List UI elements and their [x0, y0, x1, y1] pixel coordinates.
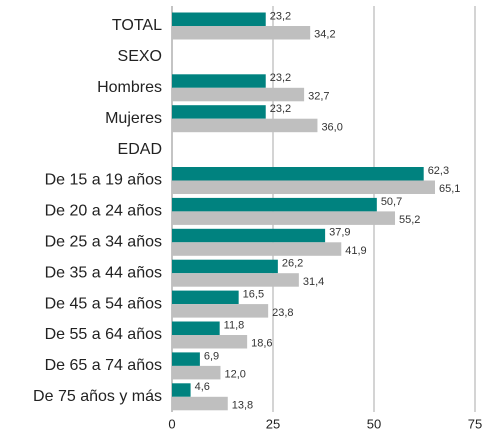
value-label: 32,7 [308, 90, 329, 102]
y-tick-label: TOTAL [112, 17, 162, 34]
y-tick-label: De 35 a 44 años [45, 264, 162, 281]
y-tick-label: De 25 a 34 años [45, 234, 162, 251]
value-label: 62,3 [428, 165, 449, 177]
value-label: 23,2 [270, 10, 291, 22]
bar [172, 242, 342, 256]
x-tick-label: 0 [168, 416, 175, 431]
value-label: 4,6 [195, 381, 210, 393]
bar [172, 304, 269, 318]
y-tick-label: EDAD [118, 141, 162, 158]
bar [172, 26, 311, 40]
bar [172, 180, 436, 194]
y-tick-label: De 55 a 64 años [45, 326, 162, 343]
y-tick-label: De 65 a 74 años [45, 357, 162, 374]
value-label: 50,7 [381, 196, 402, 208]
y-tick-label: De 20 a 24 años [45, 203, 162, 220]
y-tick-label: De 15 a 19 años [45, 172, 162, 189]
value-label: 12,0 [224, 369, 245, 381]
bar [172, 12, 266, 26]
y-tick-label: Mujeres [105, 110, 162, 127]
bar [172, 365, 221, 380]
bar [172, 273, 299, 287]
value-label: 31,4 [303, 276, 324, 288]
value-label: 23,8 [272, 307, 293, 319]
bar [172, 197, 377, 212]
bar [172, 118, 318, 133]
value-label: 6,9 [204, 350, 219, 362]
value-label: 65,1 [439, 183, 460, 195]
bar [172, 87, 305, 102]
y-tick-label: Hombres [97, 79, 162, 96]
x-tick-label: 50 [367, 416, 381, 431]
y-tick-label: De 45 a 54 años [45, 295, 162, 312]
value-label: 26,2 [282, 258, 303, 270]
value-label: 34,2 [314, 29, 335, 41]
y-tick-label: SEXO [118, 48, 162, 65]
bar [172, 211, 396, 225]
bar [172, 321, 220, 335]
bar [172, 352, 200, 366]
value-label: 11,8 [224, 319, 245, 331]
value-label: 13,8 [232, 399, 253, 411]
value-label: 23,2 [270, 72, 291, 84]
value-label: 37,9 [329, 227, 350, 239]
bar [172, 228, 326, 243]
value-label: 23,2 [270, 103, 291, 115]
bar [172, 335, 248, 349]
x-tick-label: 75 [468, 416, 482, 431]
y-tick-label: De 75 años y más [33, 388, 162, 405]
bar [172, 396, 228, 411]
bar [172, 167, 424, 181]
value-label: 55,2 [399, 214, 420, 226]
value-label: 41,9 [345, 245, 366, 257]
bar [172, 383, 191, 397]
value-label: 16,5 [243, 289, 264, 301]
bar [172, 74, 266, 88]
value-label: 36,0 [321, 121, 342, 133]
bar [172, 259, 278, 274]
value-label: 18,6 [251, 338, 272, 350]
bar [172, 105, 266, 119]
bar [172, 290, 239, 305]
x-tick-label: 25 [266, 416, 280, 431]
